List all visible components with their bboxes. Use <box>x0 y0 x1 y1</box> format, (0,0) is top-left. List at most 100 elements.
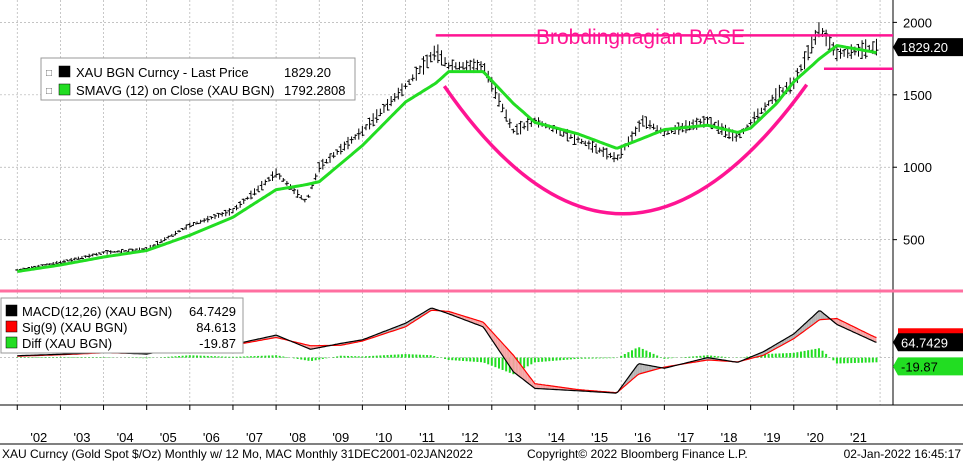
macd-fill-segment <box>644 364 647 373</box>
macd-fill-segment <box>545 385 548 390</box>
legend-label: MACD(12,26) (XAU BGN) <box>22 304 172 319</box>
footer-center: Copyright© 2022 Bloomberg Finance L.P. <box>527 447 748 461</box>
macd-fill-segment <box>649 365 652 372</box>
macd-fill-segment <box>844 322 846 329</box>
y-tick-label: 1000 <box>903 160 932 175</box>
macd-fill-segment <box>872 336 875 342</box>
last-price-tag: 1829.20 <box>901 40 948 55</box>
y-tick-label: 2000 <box>903 15 932 30</box>
macd-fill-segment <box>853 326 855 333</box>
legend-swatch <box>5 320 18 333</box>
macd-fill-segment <box>515 357 517 375</box>
macd-fill-segment <box>867 333 870 340</box>
diff-tag: -19.87 <box>901 359 938 374</box>
legend-swatch <box>5 304 18 317</box>
macd-fill-segment <box>475 319 478 325</box>
legend-bottom-box <box>0 297 244 354</box>
macd-fill-segment <box>500 341 503 356</box>
y-tick-label: 500 <box>903 233 925 248</box>
macd-fill-segment <box>865 332 868 339</box>
macd-fill-segment <box>477 320 480 326</box>
macd-fill-segment <box>813 314 816 325</box>
macd-fill-segment <box>554 386 557 390</box>
macd-fill-segment <box>522 367 525 381</box>
macd-fill-segment <box>498 339 501 354</box>
macd-fill-segment <box>481 321 483 327</box>
base-arc <box>442 83 809 216</box>
macd-fill-segment <box>648 365 650 372</box>
macd-fill-segment <box>635 365 638 377</box>
x-tick-label: '02 <box>30 430 47 445</box>
macd-fill-segment <box>874 337 877 343</box>
macd-fill-segment <box>849 324 852 332</box>
macd-fill-segment <box>838 319 841 327</box>
macd-fill-segment <box>815 312 818 323</box>
x-tick-label: '09 <box>332 430 349 445</box>
x-tick-label: '10 <box>375 430 392 445</box>
legend-value: -19.87 <box>199 336 236 351</box>
price-bars <box>15 22 879 272</box>
x-tick-label: '06 <box>203 430 220 445</box>
macd-tag: 64.7429 <box>901 335 948 350</box>
macd-fill-segment <box>502 343 505 359</box>
macd-fill-segment <box>507 349 510 367</box>
legend-label: Sig(9) (XAU BGN) <box>22 320 127 335</box>
x-tick-label: '19 <box>764 430 781 445</box>
macd-fill-segment <box>808 319 810 329</box>
macd-fill-segment <box>845 322 848 330</box>
macd-fill-segment <box>871 335 873 341</box>
legend-swatch <box>5 336 18 349</box>
legend-label: Diff (XAU BGN) <box>22 336 112 351</box>
legend-swatch <box>58 65 71 78</box>
legend-value: 84.613 <box>196 320 236 335</box>
macd-fill-segment <box>473 319 476 324</box>
macd-fill-segment <box>806 320 809 330</box>
x-tick-label: '17 <box>677 430 694 445</box>
x-tick-label: '18 <box>721 430 738 445</box>
x-tick-label: '11 <box>419 430 435 445</box>
macd-fill-segment <box>854 327 857 334</box>
macd-fill-segment <box>847 323 850 331</box>
macd-fill-segment <box>516 359 519 376</box>
macd-fill-segment <box>513 355 516 374</box>
macd-fill-segment <box>538 384 541 389</box>
x-tick-label: '05 <box>160 430 177 445</box>
macd-fill-segment <box>542 384 544 389</box>
macd-fill-segment <box>310 345 313 350</box>
diff-histogram <box>16 347 878 375</box>
legend-top: □ XAU BGN Curncy - Last Price 1829.20 □ SMAV… <box>40 57 356 101</box>
macd-fill-segment <box>818 310 821 321</box>
x-tick-label: '04 <box>117 430 134 445</box>
macd-fill-segment <box>509 351 512 370</box>
macd-fill-segment <box>820 311 823 320</box>
macd-fill-segment <box>858 329 861 336</box>
macd-fill-segment <box>840 320 843 327</box>
macd-fill-segment <box>504 345 507 362</box>
x-tick-label: '16 <box>634 430 651 445</box>
footer-left: XAU Curncy (Gold Spot $/Oz) Monthly w/ 1… <box>2 447 473 461</box>
macd-fill-segment <box>809 317 812 327</box>
macd-fill-segment <box>639 363 641 374</box>
y-tick-label: 1500 <box>903 88 932 103</box>
macd-fill-segment <box>506 347 508 364</box>
x-tick-label: '20 <box>807 430 824 445</box>
macd-fill-segment <box>479 320 482 326</box>
x-tick-label: '07 <box>246 430 263 445</box>
macd-fill-segment <box>637 363 640 376</box>
legend-label: XAU BGN Curncy - Last Price <box>76 65 249 80</box>
legend-top-box <box>40 57 356 101</box>
legend-value: 64.7429 <box>189 304 236 319</box>
x-tick-label: '03 <box>73 430 90 445</box>
macd-fill-segment <box>842 321 845 328</box>
macd-fill-segment <box>551 385 553 390</box>
macd-fill-segment <box>536 383 539 389</box>
macd-fill-segment <box>552 386 555 390</box>
macd-fill-segment <box>518 362 521 378</box>
macd-fill-segment <box>860 329 863 336</box>
macd-fill-segment <box>817 310 819 322</box>
x-tick-label: '21 <box>850 430 867 445</box>
macd-fill-segment <box>520 364 523 379</box>
macd-fill-segment <box>640 363 643 374</box>
x-tick-label: '12 <box>462 430 479 445</box>
